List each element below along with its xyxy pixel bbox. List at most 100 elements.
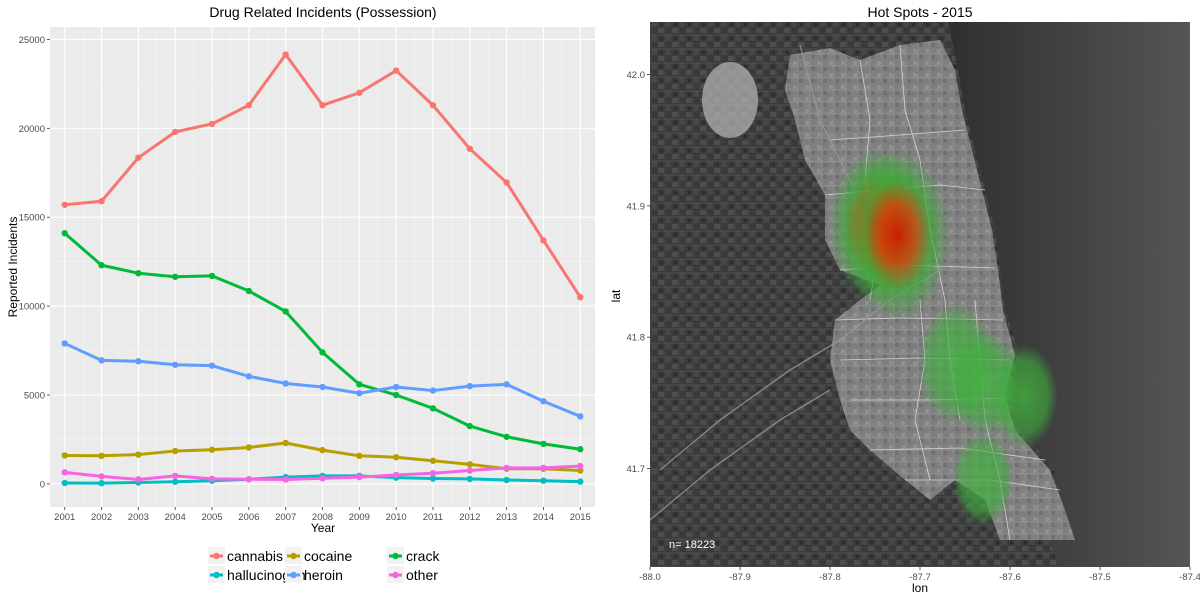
data-point	[135, 451, 142, 458]
y-tick-label: 41.8	[627, 333, 646, 344]
x-tick-label: 2004	[165, 512, 186, 523]
legend-item-cannabis: cannabis	[208, 547, 283, 564]
legend-label: cannabis	[227, 548, 283, 564]
data-point	[577, 446, 584, 453]
x-tick-label: 2012	[459, 512, 480, 523]
hotspot	[845, 149, 950, 320]
data-point	[540, 464, 547, 472]
map-y-tick-labels: 41.7 41.8 41.9 42.0	[627, 70, 650, 475]
x-tick-label: 2015	[570, 512, 591, 523]
data-point	[540, 440, 547, 448]
data-point	[429, 475, 437, 482]
data-point	[98, 198, 105, 205]
x-tick-label: 2001	[54, 512, 75, 523]
legend-item-crack: crack	[387, 547, 440, 564]
data-point	[172, 273, 179, 280]
data-point	[429, 470, 437, 477]
data-point	[208, 362, 216, 369]
data-point	[503, 433, 510, 440]
data-point	[429, 405, 437, 412]
data-point	[356, 452, 363, 459]
x-tick-label: 2002	[91, 512, 112, 523]
legend-item-heroin: heroin	[285, 566, 343, 583]
x-tick-label: 2010	[386, 512, 407, 523]
legend-key-point	[392, 571, 399, 579]
y-tick-label: 10000	[19, 302, 45, 313]
data-point	[282, 380, 289, 387]
x-tick-label: -87.8	[819, 572, 841, 583]
series-crack	[61, 230, 584, 453]
y-tick-label: 41.9	[627, 201, 646, 212]
data-point	[503, 476, 510, 484]
data-point	[61, 340, 68, 347]
x-tick-label: -87.9	[729, 572, 751, 583]
legend-label: heroin	[304, 567, 343, 583]
data-point	[172, 128, 179, 136]
series-other	[61, 462, 584, 483]
x-tick-label: -87.7	[909, 572, 931, 583]
hotspot	[952, 432, 1014, 526]
x-tick-label: 2011	[423, 512, 443, 523]
hotspot-layer	[829, 148, 1058, 526]
data-point	[98, 452, 105, 459]
x-tick-label: 2009	[349, 512, 370, 523]
data-point	[466, 475, 473, 483]
data-point	[577, 413, 584, 420]
legend-key-point	[213, 571, 220, 579]
data-point	[356, 381, 363, 388]
data-point	[466, 461, 473, 468]
x-tick-label: 2013	[496, 512, 517, 523]
data-point	[208, 475, 216, 483]
y-tick-label: 25000	[19, 35, 45, 46]
legend-label: cocaine	[304, 548, 352, 564]
hotspot	[989, 344, 1058, 449]
series-layer	[61, 51, 584, 487]
data-point	[540, 477, 547, 484]
sample-count: n= 18223	[669, 539, 715, 551]
data-point	[319, 102, 326, 109]
data-point	[466, 422, 473, 430]
data-point	[61, 230, 68, 237]
chart-title: Drug Related Incidents (Possession)	[209, 4, 436, 20]
x-tick-label: -88.0	[639, 572, 661, 583]
data-point	[282, 308, 289, 315]
data-point	[540, 398, 547, 405]
airport-area	[702, 62, 758, 138]
data-point	[135, 476, 142, 483]
legend-key-point	[290, 552, 297, 560]
data-point	[208, 446, 216, 453]
data-point	[61, 479, 68, 487]
x-tick-label: -87.4	[1179, 572, 1200, 583]
data-point	[319, 349, 326, 356]
data-point	[392, 67, 400, 74]
data-point	[577, 294, 584, 301]
data-point	[466, 382, 473, 390]
data-point	[319, 475, 326, 482]
x-tick-labels: 2001 2002 2003 2004 2005 2006 2007 2008 2009 2010…	[54, 507, 591, 523]
x-tick-label: -87.6	[999, 572, 1021, 583]
x-tick-label: 2006	[238, 512, 259, 523]
data-point	[98, 357, 105, 364]
data-point	[172, 447, 179, 455]
data-point	[392, 471, 400, 479]
data-point	[98, 473, 105, 480]
hotspot-map: Hot Spots - 2015	[609, 4, 1200, 595]
y-tick-label: 0	[40, 479, 45, 490]
x-tick-label: 2003	[128, 512, 149, 523]
y-tick-label: 42.0	[627, 70, 646, 81]
line-chart: Drug Related Incidents (Possession) 2001…	[6, 4, 595, 583]
data-point	[282, 476, 289, 483]
data-point	[356, 473, 363, 481]
legend-key-point	[392, 552, 399, 560]
data-point	[392, 383, 400, 391]
data-point	[282, 439, 289, 447]
data-point	[61, 469, 68, 476]
data-point	[282, 51, 289, 58]
map-x-tick-labels: -88.0 -87.9 -87.8 -87.7 -87.6 -87.5 -87.4	[639, 567, 1200, 583]
data-point	[135, 358, 142, 365]
data-point	[503, 464, 510, 472]
data-point	[61, 201, 68, 208]
data-point	[356, 89, 363, 96]
data-point	[245, 476, 253, 483]
series-cannabis	[61, 51, 584, 301]
